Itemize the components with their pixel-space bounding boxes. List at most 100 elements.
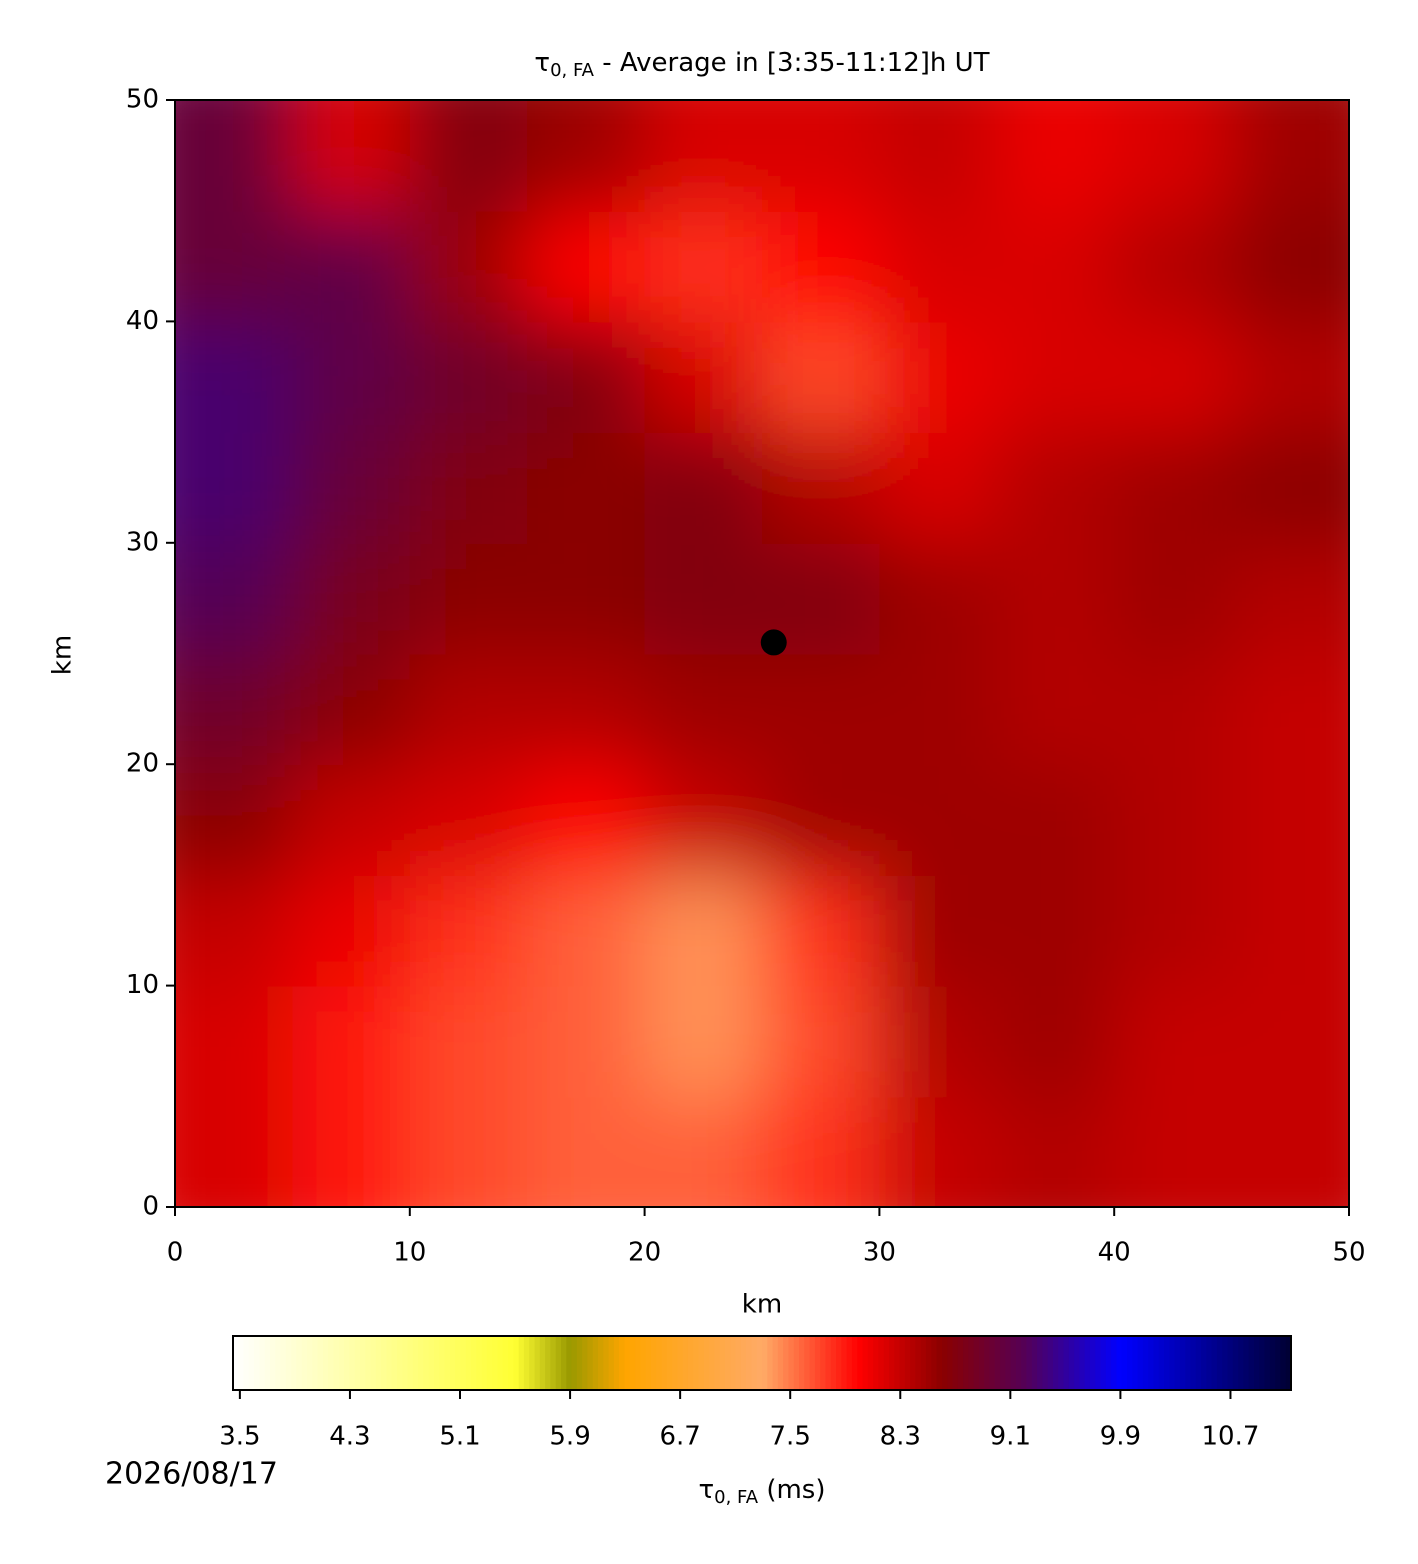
colorbar-swatch bbox=[502, 1336, 509, 1390]
heat-cell bbox=[1231, 542, 1349, 655]
colorbar-swatch bbox=[365, 1336, 372, 1390]
heat-cell bbox=[175, 985, 294, 1098]
heat-cell bbox=[879, 210, 998, 323]
colorbar-frame bbox=[232, 1335, 1292, 1391]
colorbar-swatch bbox=[693, 1336, 700, 1390]
colorbar-swatch bbox=[698, 1336, 705, 1390]
colorbar-swatch bbox=[910, 1336, 917, 1390]
colorbar-tick-label: 4.3 bbox=[329, 1422, 370, 1452]
heat-cell bbox=[292, 653, 411, 766]
colorbar-swatch bbox=[449, 1336, 456, 1390]
colorbar-swatch bbox=[486, 1336, 493, 1390]
colorbar-swatch bbox=[560, 1336, 567, 1390]
colorbar-label: τ0, FA (ms) bbox=[698, 1475, 825, 1509]
colorbar-swatch bbox=[322, 1336, 329, 1390]
colorbar-swatch bbox=[375, 1336, 382, 1390]
colorbar-swatch bbox=[1000, 1336, 1006, 1390]
heat-cell bbox=[644, 321, 763, 434]
colorbar-swatch bbox=[1243, 1336, 1250, 1390]
colorbar-swatch bbox=[682, 1336, 689, 1390]
colorbar-swatch bbox=[1164, 1336, 1170, 1390]
colorbar-swatch bbox=[264, 1336, 271, 1390]
colorbar-swatch bbox=[1132, 1336, 1139, 1390]
heat-cell bbox=[175, 542, 294, 655]
colorbar-swatch bbox=[629, 1336, 636, 1390]
colorbar-swatch bbox=[1068, 1336, 1075, 1390]
colorbar-swatch bbox=[1142, 1336, 1149, 1390]
colorbar-swatch bbox=[1095, 1336, 1102, 1390]
heat-cell bbox=[409, 874, 529, 987]
colorbar-swatch bbox=[328, 1336, 335, 1390]
colorbar-swatch bbox=[381, 1336, 388, 1390]
colorbar-swatch bbox=[1158, 1336, 1165, 1390]
heat-cell bbox=[1231, 210, 1349, 323]
colorbar-swatch bbox=[407, 1336, 414, 1390]
colorbar-swatch bbox=[1084, 1336, 1091, 1390]
heat-cell bbox=[996, 874, 1116, 987]
heat-cell bbox=[1114, 1096, 1233, 1207]
colorbar-swatch bbox=[719, 1336, 726, 1390]
colorbar-swatch bbox=[243, 1336, 250, 1390]
heat-cell bbox=[409, 985, 529, 1098]
colorbar-swatch bbox=[762, 1336, 768, 1390]
heat-cell bbox=[1231, 1096, 1349, 1207]
colorbar-swatch bbox=[296, 1336, 303, 1390]
x-tick-label: 50 bbox=[1332, 1238, 1365, 1268]
y-tick-label: 0 bbox=[142, 1192, 159, 1222]
heat-cell bbox=[996, 653, 1116, 766]
heat-cell bbox=[409, 764, 529, 876]
heat-cell bbox=[527, 1096, 646, 1207]
colorbar-swatch bbox=[1211, 1336, 1218, 1390]
y-tick-label: 50 bbox=[126, 85, 159, 115]
heat-cell bbox=[1114, 764, 1233, 876]
heat-cell bbox=[527, 321, 646, 434]
colorbar-swatch bbox=[793, 1336, 800, 1390]
colorbar-swatch bbox=[418, 1336, 425, 1390]
colorbar-swatch bbox=[825, 1336, 832, 1390]
heat-cell bbox=[762, 210, 881, 323]
colorbar-swatch bbox=[915, 1336, 922, 1390]
heat-cell bbox=[1114, 874, 1233, 987]
colorbar-swatch bbox=[925, 1336, 932, 1390]
colorbar-swatch bbox=[735, 1336, 742, 1390]
heat-cell bbox=[1114, 653, 1233, 766]
colorbar-swatch bbox=[963, 1336, 969, 1390]
y-tick-label: 20 bbox=[126, 749, 159, 779]
colorbar-swatch bbox=[1005, 1336, 1012, 1390]
colorbar-swatch bbox=[751, 1336, 758, 1390]
heat-cell bbox=[175, 321, 294, 434]
colorbar-swatch bbox=[248, 1336, 255, 1390]
colorbar-tick-label: 5.9 bbox=[549, 1422, 590, 1452]
heat-cell bbox=[644, 653, 763, 766]
date-label: 2026/08/17 bbox=[105, 1457, 278, 1492]
colorbar-swatch bbox=[1042, 1336, 1049, 1390]
heat-cell bbox=[996, 985, 1116, 1098]
heat-cell bbox=[762, 874, 881, 987]
colorbar-swatch bbox=[888, 1336, 895, 1390]
heat-cell bbox=[879, 321, 998, 434]
colorbar-swatch bbox=[254, 1336, 261, 1390]
colorbar-swatch bbox=[1089, 1336, 1096, 1390]
heat-cell bbox=[1114, 432, 1233, 544]
heatmap bbox=[175, 100, 1349, 1207]
colorbar-swatch bbox=[291, 1336, 298, 1390]
colorbar-swatch bbox=[1026, 1336, 1033, 1390]
colorbar-swatch bbox=[1015, 1336, 1022, 1390]
colorbar-swatch bbox=[423, 1336, 430, 1390]
colorbar-swatch bbox=[740, 1336, 747, 1390]
colorbar-swatch bbox=[836, 1336, 842, 1390]
heat-cell bbox=[644, 210, 763, 323]
colorbar-tick-label: 6.7 bbox=[659, 1422, 700, 1452]
y-tick-label: 10 bbox=[126, 970, 159, 1000]
heat-cell bbox=[644, 985, 763, 1098]
colorbar-swatch bbox=[820, 1336, 827, 1390]
colorbar-swatch bbox=[894, 1336, 901, 1390]
heat-cell bbox=[762, 653, 881, 766]
colorbar-swatch bbox=[1153, 1336, 1160, 1390]
colorbar-swatch bbox=[518, 1336, 525, 1390]
colorbar-swatch bbox=[841, 1336, 848, 1390]
colorbar-swatch bbox=[1222, 1336, 1229, 1390]
colorbar-swatch bbox=[1127, 1336, 1133, 1390]
heat-cell bbox=[1231, 432, 1349, 544]
heat-cell bbox=[409, 432, 529, 544]
